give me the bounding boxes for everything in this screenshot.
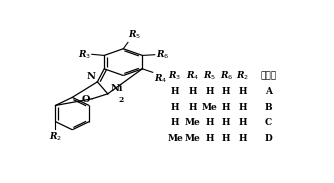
Text: D: D bbox=[265, 134, 272, 143]
Text: 催化剂: 催化剂 bbox=[260, 72, 276, 81]
Text: Me: Me bbox=[167, 134, 183, 143]
Text: C: C bbox=[265, 118, 272, 127]
Text: R$_6$: R$_6$ bbox=[156, 48, 169, 61]
Text: H: H bbox=[171, 118, 179, 127]
Text: Me: Me bbox=[185, 118, 200, 127]
Text: R$_2$: R$_2$ bbox=[49, 130, 62, 143]
Text: B: B bbox=[265, 103, 272, 112]
Text: H: H bbox=[238, 103, 246, 112]
Text: R$_5$: R$_5$ bbox=[203, 70, 216, 83]
Text: H: H bbox=[222, 118, 230, 127]
Text: H: H bbox=[222, 87, 230, 96]
Text: O: O bbox=[82, 95, 90, 104]
Text: H: H bbox=[205, 118, 214, 127]
Text: R$_4$: R$_4$ bbox=[186, 70, 199, 83]
Text: H: H bbox=[222, 103, 230, 112]
Text: A: A bbox=[265, 87, 272, 96]
Text: H: H bbox=[188, 87, 197, 96]
Text: 2: 2 bbox=[119, 96, 124, 104]
Text: R$_4$: R$_4$ bbox=[154, 73, 167, 85]
Text: R$_2$: R$_2$ bbox=[236, 70, 249, 83]
Text: R$_6$: R$_6$ bbox=[219, 70, 233, 83]
Text: H: H bbox=[171, 87, 179, 96]
Text: H: H bbox=[222, 134, 230, 143]
Text: H: H bbox=[238, 87, 246, 96]
Text: Me: Me bbox=[202, 103, 217, 112]
Text: H: H bbox=[188, 103, 197, 112]
Text: R$_3$: R$_3$ bbox=[77, 48, 91, 61]
Text: H: H bbox=[205, 87, 214, 96]
Text: R$_5$: R$_5$ bbox=[129, 29, 142, 41]
Text: N: N bbox=[87, 72, 96, 81]
Text: H: H bbox=[205, 134, 214, 143]
Text: H: H bbox=[171, 103, 179, 112]
Text: R$_3$: R$_3$ bbox=[168, 70, 182, 83]
Text: H: H bbox=[238, 118, 246, 127]
Text: Me: Me bbox=[185, 134, 200, 143]
Text: Ni: Ni bbox=[111, 84, 123, 93]
Text: H: H bbox=[238, 134, 246, 143]
